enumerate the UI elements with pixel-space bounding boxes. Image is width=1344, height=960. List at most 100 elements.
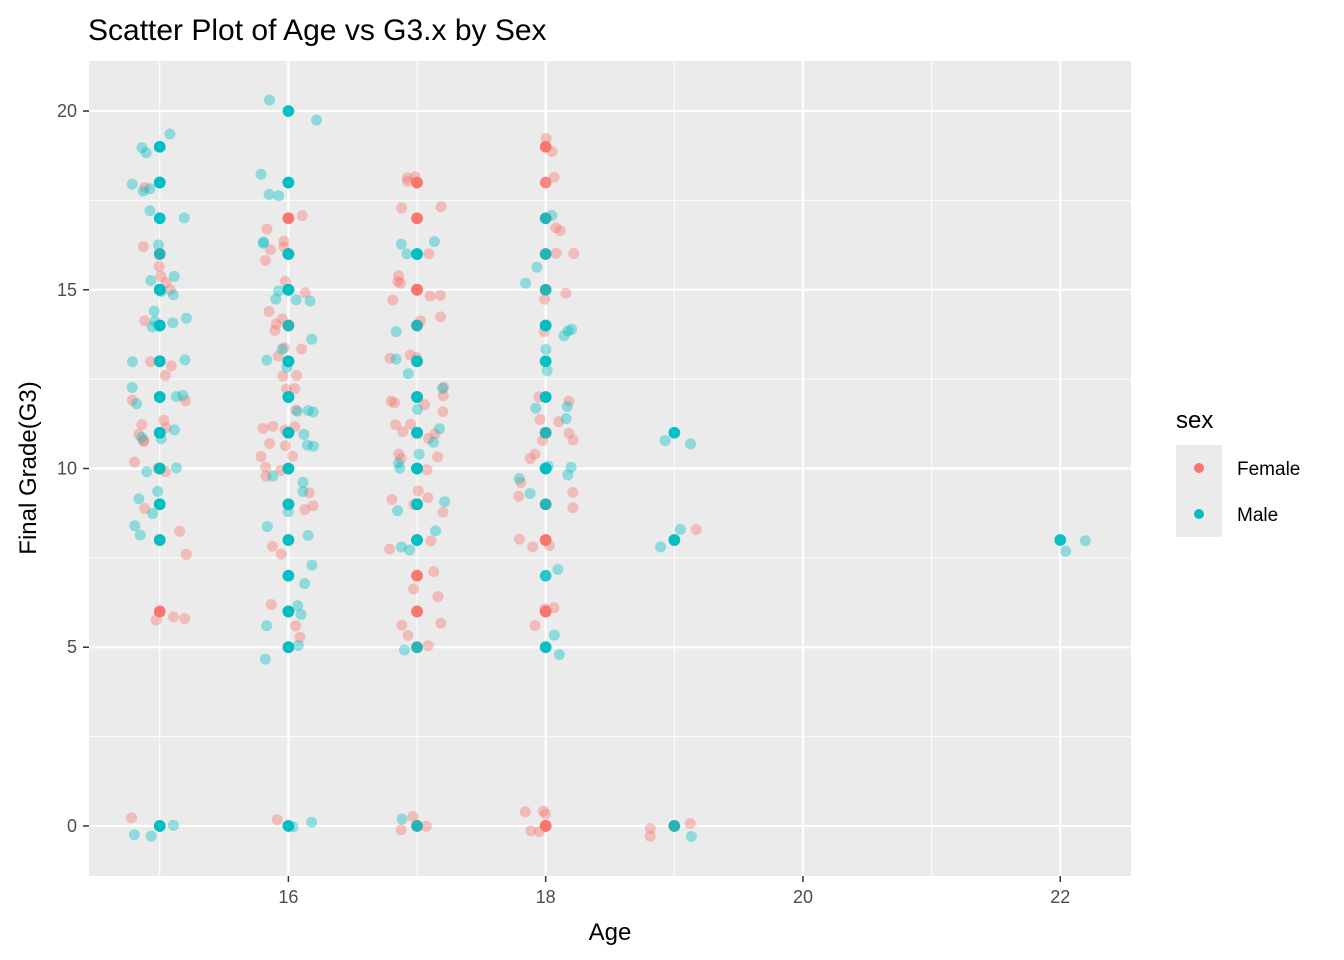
point-male: [282, 569, 295, 582]
point-jittered-male: [276, 343, 288, 355]
point-jittered-male: [302, 530, 314, 542]
point-male: [539, 283, 552, 296]
point-jittered-female: [271, 814, 283, 826]
point-jittered-female: [563, 395, 575, 407]
point-jittered-male: [540, 344, 552, 356]
point-jittered-female: [563, 427, 575, 439]
point-jittered-female: [261, 223, 273, 235]
point-jittered-female: [278, 342, 290, 354]
point-jittered-female: [174, 525, 186, 537]
point-jittered-female: [392, 275, 404, 287]
point-jittered-male: [402, 368, 414, 380]
point-jittered-male: [307, 406, 319, 418]
point-jittered-male: [145, 830, 157, 842]
y-axis-title: Final Grade(G3): [15, 381, 42, 554]
x-tick-label: 18: [536, 887, 556, 907]
point-jittered-female: [515, 476, 527, 488]
point-male: [411, 426, 423, 439]
point-jittered-male: [134, 529, 146, 541]
point-jittered-female: [529, 448, 541, 460]
legend-title: sex: [1176, 407, 1213, 434]
point-jittered-female: [386, 493, 398, 505]
point-male: [153, 534, 166, 546]
point-jittered-female: [179, 613, 191, 625]
point-male: [282, 498, 295, 511]
point-female: [411, 212, 423, 225]
point-jittered-female: [150, 614, 162, 626]
point-male: [282, 462, 295, 475]
point-jittered-male: [133, 493, 145, 505]
point-jittered-female: [534, 413, 546, 425]
point-jittered-female: [684, 818, 696, 830]
point-jittered-male: [164, 128, 176, 140]
point-male: [282, 641, 295, 654]
point-male: [282, 426, 295, 439]
point-jittered-male: [170, 391, 182, 403]
legend: sex Female Male: [1176, 407, 1300, 537]
chart-title: Scatter Plot of Age vs G3.x by Sex: [88, 14, 547, 47]
point-male: [282, 391, 295, 403]
point-jittered-male: [1079, 535, 1091, 547]
point-jittered-female: [278, 235, 290, 247]
point-male: [411, 641, 423, 654]
point-jittered-female: [407, 811, 419, 823]
point-jittered-female: [144, 356, 156, 368]
y-tick-label: 0: [67, 816, 77, 836]
point-male: [539, 319, 552, 332]
point-jittered-female: [139, 181, 151, 193]
point-jittered-male: [562, 469, 574, 481]
point-jittered-female: [437, 406, 449, 418]
point-jittered-male: [261, 521, 273, 533]
point-jittered-female: [303, 487, 315, 499]
point-jittered-female: [275, 548, 287, 560]
point-male: [153, 355, 166, 368]
point-jittered-female: [412, 485, 424, 497]
point-male: [411, 355, 423, 368]
point-jittered-male: [566, 323, 578, 335]
point-male: [411, 462, 423, 475]
point-jittered-female: [387, 294, 399, 306]
point-jittered-male: [685, 831, 697, 843]
point-jittered-male: [304, 295, 316, 307]
point-male: [153, 462, 166, 475]
point-jittered-male: [168, 270, 180, 282]
point-jittered-male: [291, 405, 303, 417]
point-female: [539, 820, 552, 832]
point-male: [153, 283, 166, 296]
point-jittered-male: [140, 147, 152, 159]
point-jittered-female: [153, 260, 165, 272]
point-jittered-female: [260, 470, 272, 482]
point-jittered-female: [289, 383, 301, 395]
point-jittered-male: [437, 382, 449, 394]
point-male: [153, 140, 166, 153]
point-female: [539, 176, 552, 189]
point-jittered-female: [424, 290, 436, 302]
point-jittered-female: [266, 540, 278, 552]
point-jittered-female: [437, 506, 449, 518]
point-male: [539, 641, 552, 654]
point-jittered-female: [690, 524, 702, 536]
y-tick-label: 5: [67, 637, 77, 657]
point-jittered-female: [260, 461, 272, 473]
point-male: [411, 248, 423, 260]
point-jittered-male: [292, 600, 304, 612]
point-jittered-male: [273, 285, 285, 297]
point-jittered-female: [393, 448, 405, 460]
point-jittered-male: [297, 486, 309, 498]
point-male: [153, 391, 166, 403]
legend-key-female: [1194, 463, 1204, 473]
point-jittered-female: [428, 566, 440, 578]
point-jittered-female: [168, 611, 180, 623]
point-jittered-male: [541, 365, 553, 377]
point-jittered-male: [152, 485, 164, 497]
point-jittered-male: [261, 354, 273, 366]
point-jittered-female: [389, 397, 401, 409]
point-jittered-female: [385, 395, 397, 407]
point-male: [539, 426, 552, 439]
point-jittered-female: [279, 440, 291, 452]
point-male: [411, 534, 423, 546]
point-jittered-female: [550, 247, 562, 259]
point-male: [282, 820, 295, 832]
point-jittered-female: [644, 823, 656, 835]
point-jittered-female: [419, 399, 431, 411]
